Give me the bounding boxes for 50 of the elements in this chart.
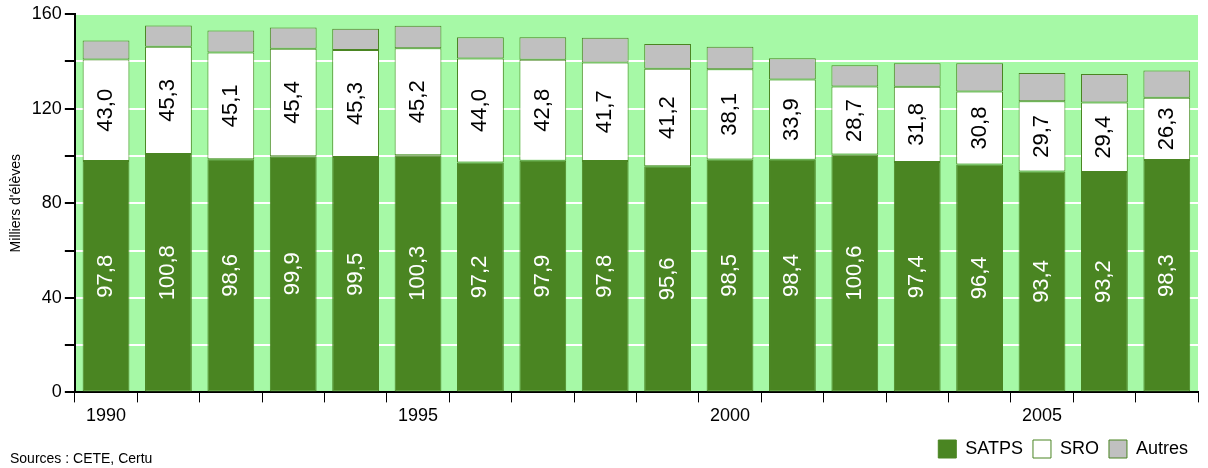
y-tick-label: 160 <box>31 2 62 23</box>
x-tick-label: 2000 <box>709 405 751 426</box>
y-axis-title: Milliers d'élèves <box>7 154 24 253</box>
data-label: 28,7 <box>840 99 866 142</box>
data-label: 93,2 <box>1090 260 1116 304</box>
data-label: 26,3 <box>1152 107 1178 151</box>
data-label: 98,5 <box>716 254 742 297</box>
data-label: 97,2 <box>466 255 492 299</box>
data-label: 95,6 <box>653 257 679 301</box>
data-label: 29,7 <box>1028 114 1054 158</box>
data-label: 97,4 <box>903 255 929 299</box>
data-label: 98,3 <box>1152 254 1178 298</box>
data-label: 43,0 <box>92 88 118 132</box>
data-label: 29,4 <box>1090 115 1116 159</box>
y-tick-label: 120 <box>31 97 62 118</box>
x-tick-label: 1990 <box>86 405 127 426</box>
legend-label: SRO <box>1059 437 1099 458</box>
data-label: 93,4 <box>1028 260 1054 303</box>
data-label: 96,4 <box>965 256 991 300</box>
x-tick-label: 2005 <box>1021 405 1063 426</box>
data-label: 97,8 <box>591 254 617 298</box>
data-label: 99,9 <box>279 252 305 296</box>
data-label: 33,9 <box>778 98 804 142</box>
data-label: 31,8 <box>903 103 929 146</box>
data-label: 30,8 <box>965 106 991 150</box>
data-label: 45,3 <box>154 79 180 122</box>
y-tick-label: 40 <box>41 286 62 307</box>
y-tick-label: 0 <box>51 381 62 402</box>
y-tick-label: 80 <box>41 192 62 213</box>
data-label: 44,0 <box>466 89 492 132</box>
data-label: 100,6 <box>840 245 866 301</box>
data-label: 45,1 <box>216 84 242 128</box>
data-label: 42,8 <box>528 88 554 132</box>
data-label: 100,8 <box>154 245 180 301</box>
data-label: 41,2 <box>653 96 679 139</box>
data-label: 97,9 <box>528 254 554 298</box>
data-label: 41,7 <box>591 90 617 134</box>
data-label: 38,1 <box>716 92 742 136</box>
data-label: 98,4 <box>778 254 804 297</box>
data-label: 99,5 <box>341 252 367 296</box>
data-label: 100,3 <box>404 245 430 301</box>
data-label: 98,6 <box>216 253 242 297</box>
data-label: 97,8 <box>92 254 118 298</box>
data-label: 45,3 <box>341 82 367 125</box>
legend-label: Autres <box>1135 437 1189 458</box>
source-note: Sources : CETE, Certu <box>10 450 153 466</box>
data-label: 45,2 <box>404 80 430 124</box>
data-label: 45,4 <box>279 81 305 124</box>
legend-label: SATPS <box>965 437 1023 458</box>
x-tick-label: 1995 <box>398 405 439 426</box>
